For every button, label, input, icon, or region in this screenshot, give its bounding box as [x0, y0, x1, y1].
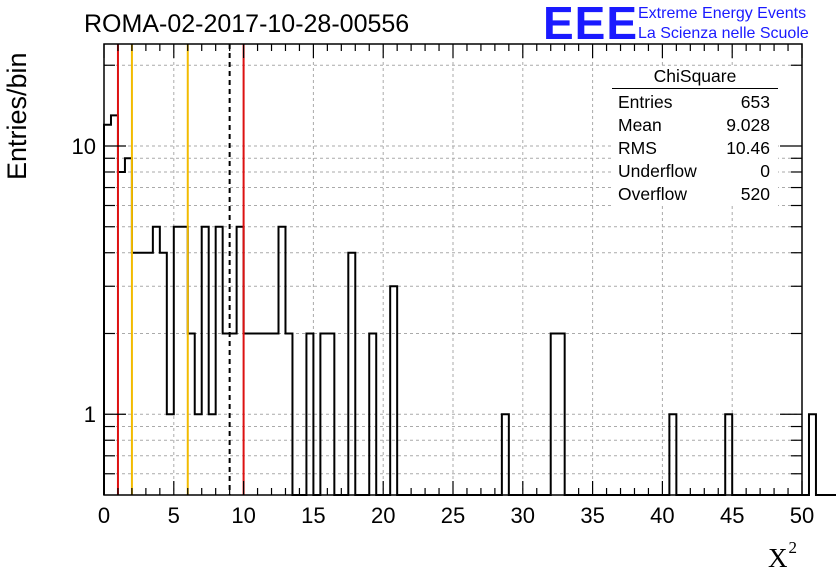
stats-label: Mean: [618, 115, 662, 135]
x-tick-label: 40: [650, 503, 674, 528]
stats-row-mean: Mean 9.028: [612, 114, 778, 137]
stats-label: Underflow: [618, 161, 697, 181]
stats-value: 520: [740, 184, 770, 204]
x-tick-label: 25: [441, 503, 465, 528]
logo-line-1: Extreme Energy Events: [638, 5, 807, 22]
stats-label: Overflow: [618, 184, 688, 204]
run-title: ROMA-02-2017-10-28-00556: [84, 10, 410, 38]
y-tick-label: 10: [72, 134, 96, 159]
x-axis-label-sup: 2: [788, 538, 798, 557]
x-tick-label: 30: [511, 503, 535, 528]
x-tick-label: 15: [301, 503, 325, 528]
x-tick-label: 35: [580, 503, 604, 528]
y-tick-label: 1: [84, 402, 96, 427]
stats-title: ChiSquare: [612, 66, 778, 89]
x-axis-label: X2: [768, 538, 797, 574]
stats-row-overflow: Overflow 520: [612, 183, 778, 206]
x-tick-label: 0: [98, 503, 110, 528]
x-tick-label: 20: [371, 503, 395, 528]
stats-row-entries: Entries 653: [612, 91, 778, 114]
stats-value: 9.028: [726, 115, 770, 135]
stats-row-rms: RMS 10.46: [612, 137, 778, 160]
stats-value: 10.46: [726, 138, 770, 158]
stats-value: 653: [740, 92, 770, 112]
logo-line-2: La Scienza nelle Scuole: [638, 25, 809, 42]
x-axis-label-base: X: [768, 543, 788, 573]
x-tick-label: 5: [168, 503, 180, 528]
x-tick-label: 45: [720, 503, 744, 528]
stats-row-underflow: Underflow 0: [612, 160, 778, 183]
stats-label: Entries: [618, 92, 673, 112]
stats-box: ChiSquare Entries 653 Mean 9.028 RMS 10.…: [612, 66, 778, 206]
logo-mark: EEE: [543, 0, 639, 49]
x-tick-label: 50: [790, 503, 814, 528]
eee-logo: EEE Extreme Energy Events La Scienza nel…: [543, 0, 833, 49]
x-tick-label: 10: [231, 503, 255, 528]
stats-value: 0: [760, 161, 770, 181]
stats-label: RMS: [618, 138, 657, 158]
